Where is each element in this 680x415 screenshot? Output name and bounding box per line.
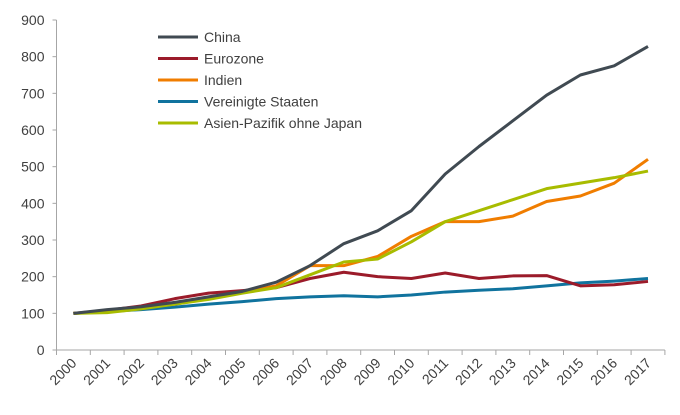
y-tick-label: 800	[21, 49, 45, 65]
legend-item: China	[158, 29, 241, 45]
x-tick-label: 2007	[283, 355, 316, 388]
legend-item: Vereinigte Staaten	[158, 94, 318, 110]
series-lines	[73, 45, 649, 315]
x-tick-label: 2009	[350, 355, 383, 388]
y-tick-label: 700	[21, 85, 45, 101]
x-tick-label: 2004	[181, 355, 214, 388]
series-line-eurozone	[73, 270, 649, 315]
y-tick-label: 200	[21, 269, 45, 285]
x-tick-label: 2011	[419, 355, 452, 388]
legend: China Eurozone Indien Vereinigte Staaten Asi…	[158, 29, 362, 131]
axes: 0 100 200 300 400 500 600 700 800 900 2000 2001 2002…	[21, 12, 666, 388]
y-tick-label: 400	[21, 195, 45, 211]
legend-item: Indien	[158, 72, 242, 88]
legend-item: Asien-Pazifik ohne Japan	[158, 115, 362, 131]
legend-label: Asien-Pazifik ohne Japan	[204, 115, 362, 131]
x-tick-label: 2016	[587, 355, 620, 388]
x-tick-label: 2015	[553, 355, 586, 388]
legend-item: Eurozone	[158, 51, 264, 67]
series-line-china	[73, 45, 649, 315]
series-line-vereinigte-staaten	[73, 277, 649, 315]
x-tick-label: 2001	[80, 355, 113, 388]
x-tick-label: 2008	[317, 355, 350, 388]
x-tick-label: 2014	[519, 355, 552, 388]
x-tick-label: 2006	[249, 355, 282, 388]
legend-label: China	[204, 29, 241, 45]
y-tick-label: 100	[21, 305, 45, 321]
legend-label: Indien	[204, 72, 242, 88]
x-tick-label: 2000	[46, 355, 79, 388]
series-line-asien-pazifik-ohne-japan	[73, 169, 649, 315]
y-tick-label: 0	[37, 342, 45, 358]
y-tick-label: 500	[21, 159, 45, 175]
x-tick-label: 2002	[114, 355, 147, 388]
y-tick-label: 900	[21, 12, 45, 28]
y-tick-label: 300	[21, 232, 45, 248]
x-tick-label: 2012	[452, 355, 485, 388]
x-tick-label: 2013	[486, 355, 519, 388]
legend-label: Vereinigte Staaten	[204, 94, 318, 110]
y-tick-label: 600	[21, 122, 45, 138]
x-tick-label: 2003	[148, 355, 181, 388]
legend-label: Eurozone	[204, 51, 264, 67]
x-tick-label: 2010	[384, 355, 417, 388]
x-tick-label: 2017	[621, 355, 654, 388]
x-tick-label: 2005	[215, 355, 248, 388]
